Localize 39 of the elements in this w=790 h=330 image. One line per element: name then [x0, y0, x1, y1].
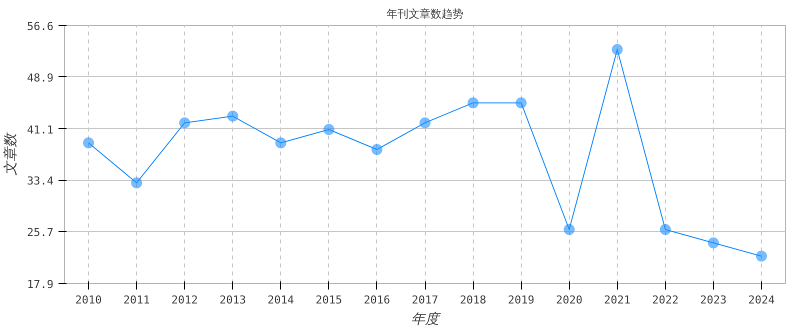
x-tick-label: 2022	[652, 294, 679, 306]
point	[660, 224, 671, 235]
x-tick-label: 2024	[748, 294, 776, 306]
x-axis-title: 年度	[411, 312, 441, 328]
chart-title: 年刊文章数趋势	[386, 8, 464, 20]
point	[227, 110, 238, 122]
x-tick-label: 2023	[700, 294, 727, 306]
y-axis-title: 文章数	[3, 132, 20, 176]
point	[756, 250, 767, 262]
x-tick-label: 2017	[412, 294, 438, 306]
y-tick-label: 56.6	[27, 20, 54, 33]
point	[564, 224, 575, 235]
x-tick-label: 2018	[460, 294, 486, 306]
x-tick-label: 2021	[604, 294, 631, 306]
y-tick-label: 17.9	[27, 278, 54, 291]
point	[708, 237, 719, 248]
point	[420, 117, 430, 128]
point	[612, 44, 623, 55]
y-tick-label: 33.4	[27, 174, 54, 188]
point	[275, 137, 286, 148]
x-tick-label: 2019	[508, 294, 534, 306]
y-tick-label: 41.1	[27, 123, 54, 136]
x-tick-label: 2010	[75, 294, 102, 306]
point	[179, 117, 190, 128]
point	[516, 97, 527, 108]
point	[371, 144, 382, 155]
x-tick-label: 2020	[556, 294, 582, 306]
x-tick-label: 2012	[171, 294, 198, 306]
point	[83, 137, 94, 148]
point	[131, 177, 142, 188]
x-tick-label: 2016	[364, 294, 390, 306]
y-tick-label: 48.9	[27, 71, 54, 84]
x-tick-label: 2015	[316, 294, 342, 306]
x-tick-label: 2013	[219, 294, 246, 306]
point	[323, 124, 334, 135]
point	[468, 97, 479, 108]
x-tick-label: 2011	[123, 294, 150, 306]
x-tick-label: 2014	[268, 294, 294, 306]
y-tick-label: 25.7	[27, 226, 54, 239]
